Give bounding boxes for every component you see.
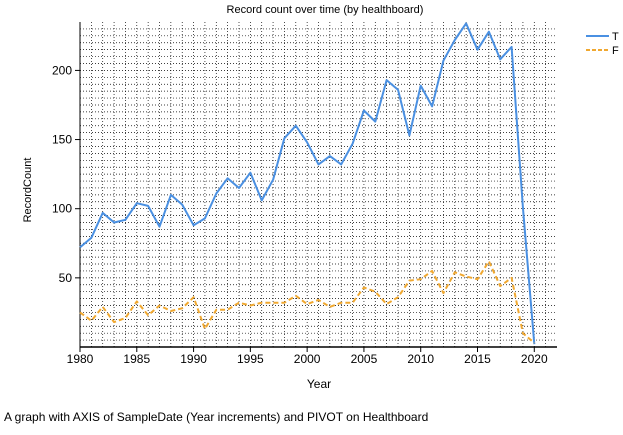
- legend: TF: [586, 31, 619, 57]
- series-lines: [79, 22, 536, 345]
- grid: [80, 22, 557, 347]
- x-tick-label: 2015: [464, 352, 491, 366]
- y-axis-label: RecordCount: [22, 158, 34, 223]
- y-tick-label: 50: [59, 271, 73, 285]
- x-tick-label: 2005: [351, 352, 378, 366]
- y-tick-label: 150: [52, 133, 72, 147]
- x-tick-label: 2010: [407, 352, 434, 366]
- series-line-F: [79, 260, 535, 344]
- x-tick-label: 1985: [123, 352, 150, 366]
- x-tick-label: 2000: [294, 352, 321, 366]
- line-chart-svg: 1980 1985 1990 1995 2000 2005 2010 2015 2020 50 10…: [22, 4, 619, 391]
- x-axis-label: Year: [307, 377, 331, 391]
- y-tick-label: 100: [52, 202, 72, 216]
- x-tick-label: 1980: [67, 352, 94, 366]
- legend-label-T: T: [612, 31, 619, 43]
- series-line-T: [79, 22, 536, 345]
- y-tick-label: 200: [52, 63, 72, 77]
- x-tick-label: 2020: [521, 352, 548, 366]
- axes: 1980 1985 1990 1995 2000 2005 2010 2015 2020 50 10…: [52, 22, 557, 366]
- x-tick-label: 1995: [237, 352, 264, 366]
- x-tick-label: 1990: [180, 352, 207, 366]
- chart-title: Record count over time (by healthboard): [227, 4, 424, 16]
- legend-label-F: F: [612, 45, 619, 57]
- chart-caption: A graph with AXIS of SampleDate (Year in…: [4, 410, 429, 424]
- chart: 1980 1985 1990 1995 2000 2005 2010 2015 2020 50 10…: [22, 4, 619, 391]
